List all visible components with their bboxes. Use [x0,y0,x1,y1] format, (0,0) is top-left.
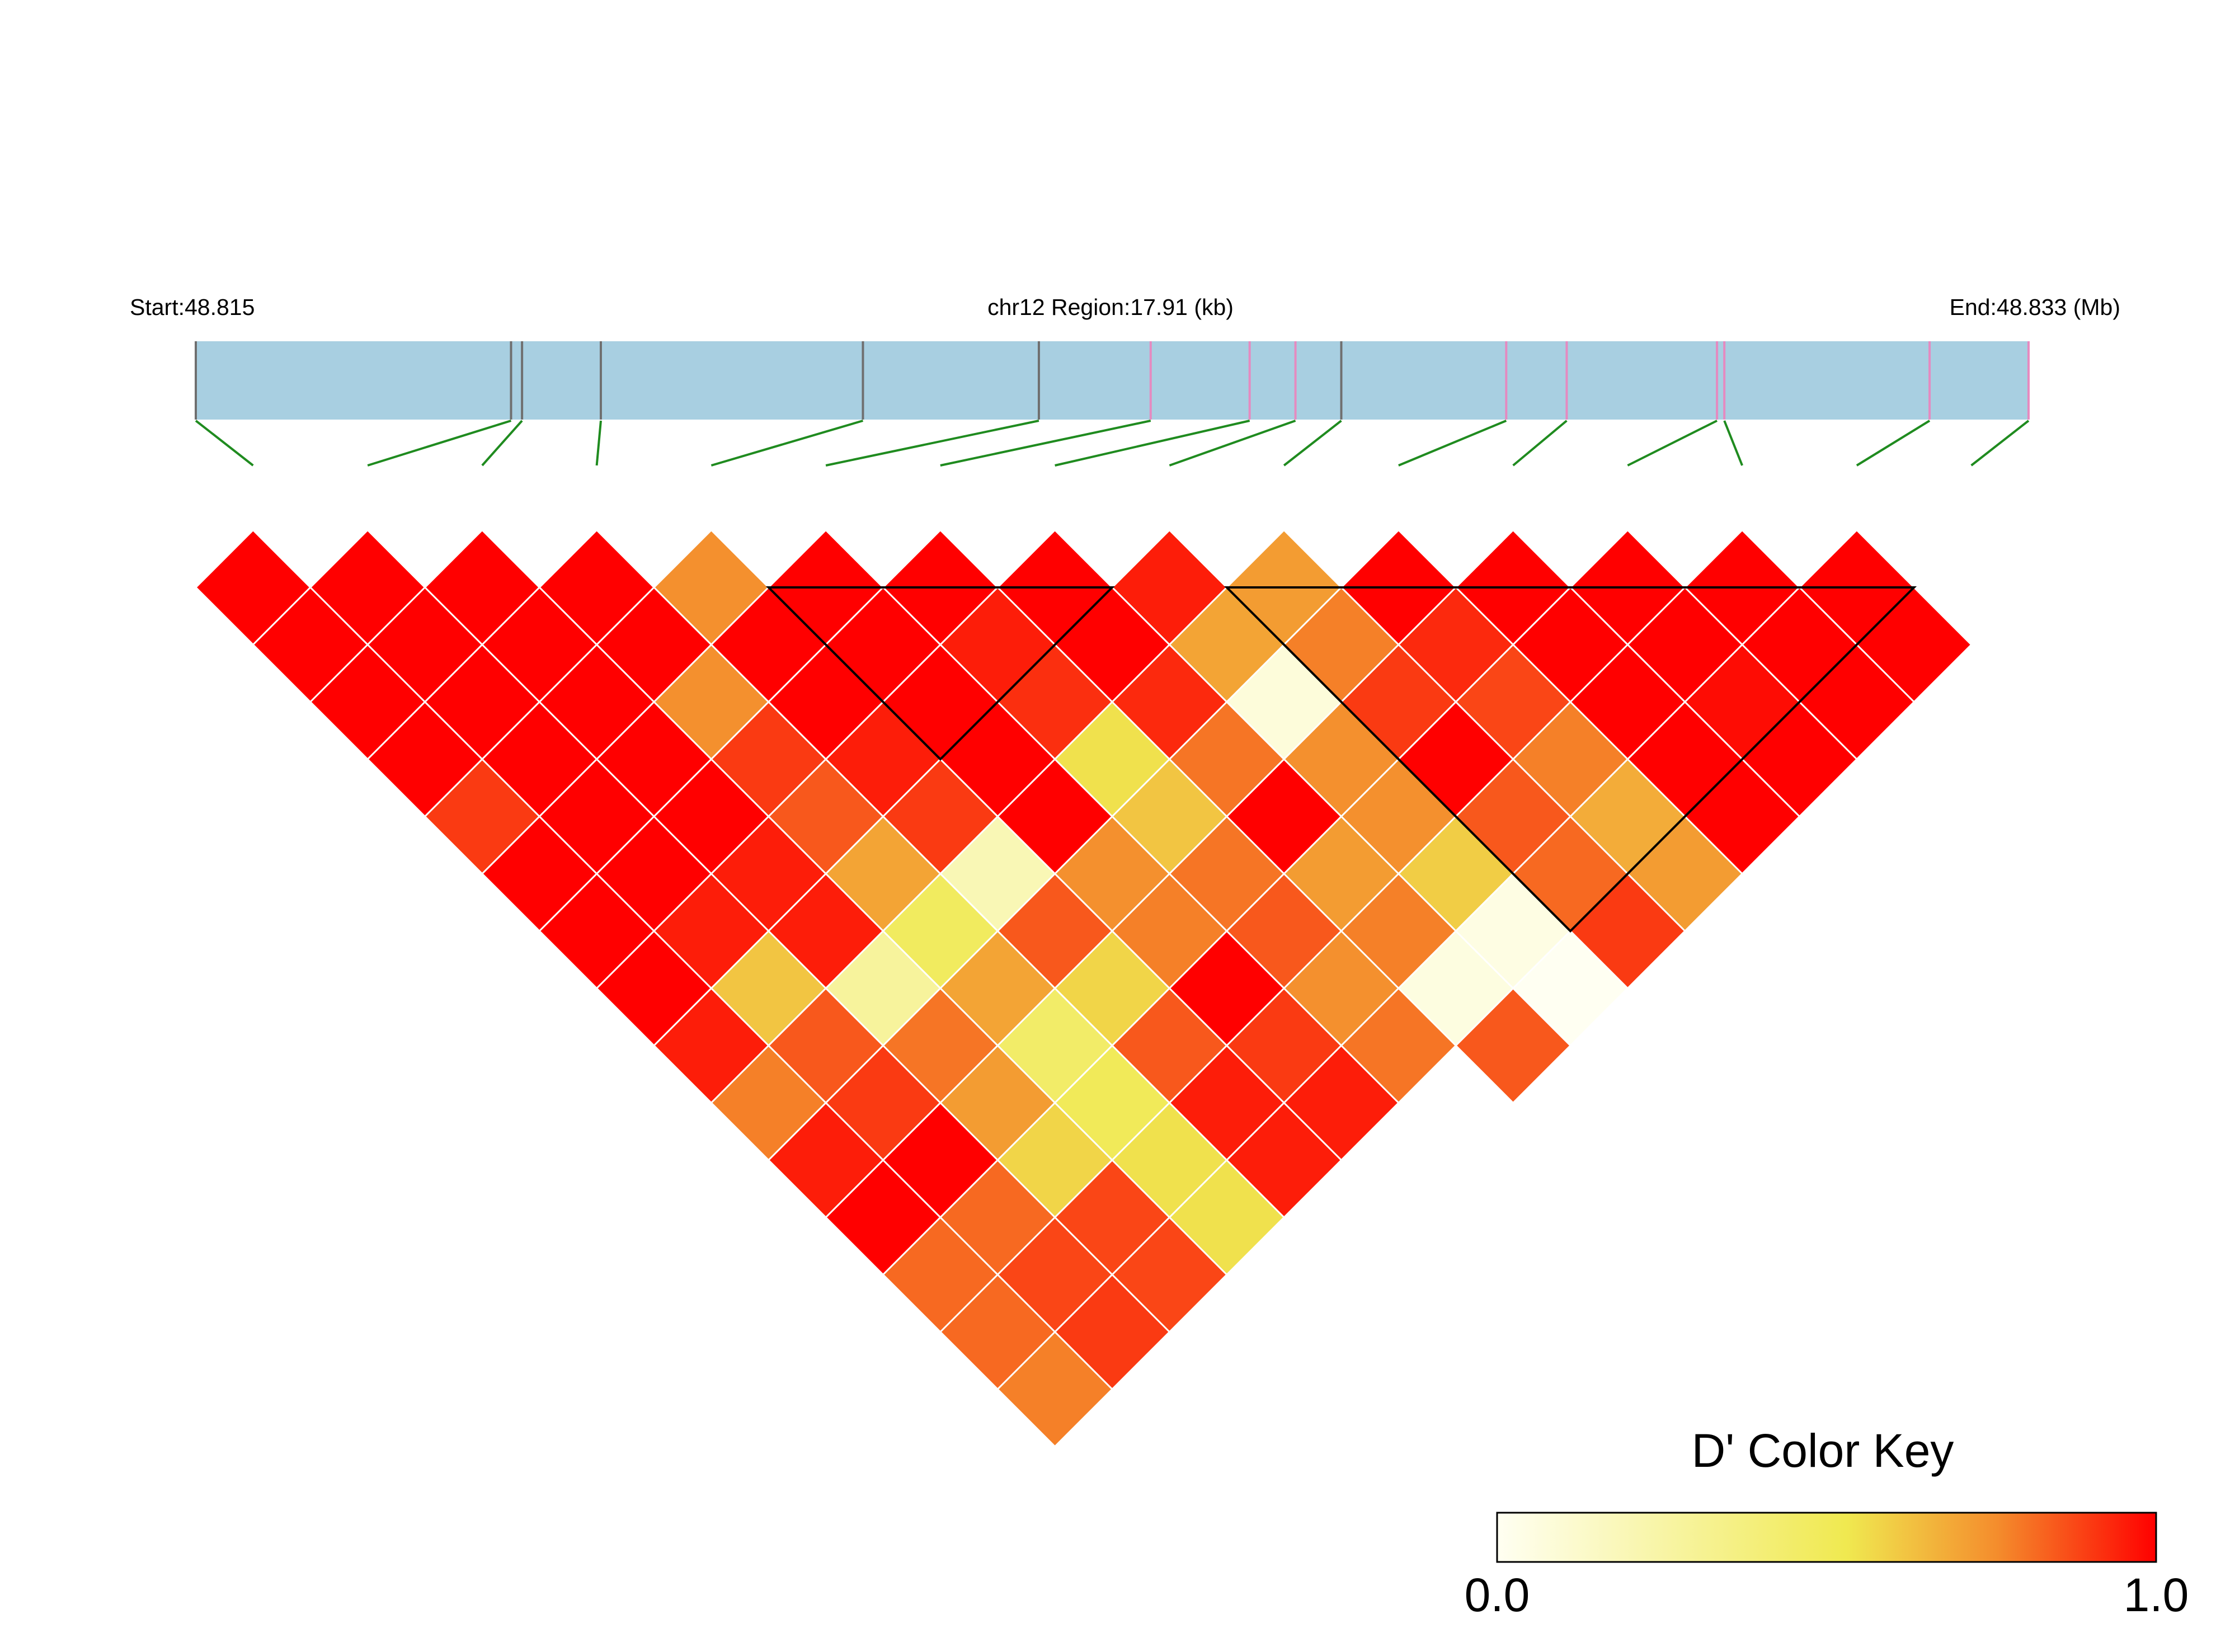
ld-cell [996,1330,1114,1448]
region-end-label: End:48.833 (Mb) [1950,294,2120,320]
snp-connector [940,420,1151,467]
snp-connector [1627,420,1718,467]
snp-connector [595,420,602,466]
snp-connector [1169,420,1296,467]
color-key-title: D' Color Key [1692,1424,1954,1477]
snp-markers [195,341,2030,420]
haplotype-block-outline [765,586,1115,761]
ld-heatmap [194,529,1973,1448]
snp-connector [825,420,1039,467]
color-key-min-label: 0.0 [1465,1569,1530,1621]
snp-connector [481,420,523,467]
snp-connector [1970,420,2030,467]
snp-connector [1723,420,1743,466]
snp-connector [1055,420,1250,467]
color-key: D' Color Key 0.0 1.0 [1465,1424,2189,1621]
color-key-max-label: 1.0 [2124,1569,2189,1621]
snp-connector [1512,420,1568,467]
color-key-gradient [1496,1512,2157,1563]
region-band [196,341,2029,420]
snp-connector [1856,420,1931,467]
snp-connector [367,420,512,467]
region-title-label: chr12 Region:17.91 (kb) [987,294,1234,320]
haplotype-blocks [765,586,1917,933]
snp-connector [1283,420,1342,467]
snp-connector [711,420,864,467]
snp-connector [195,420,254,467]
snp-connectors [195,420,2030,467]
region-start-label: Start:48.815 [130,294,255,320]
ld-cell [1455,987,1572,1104]
snp-connector [1398,420,1507,467]
haplotype-block-outline [1224,586,1917,933]
